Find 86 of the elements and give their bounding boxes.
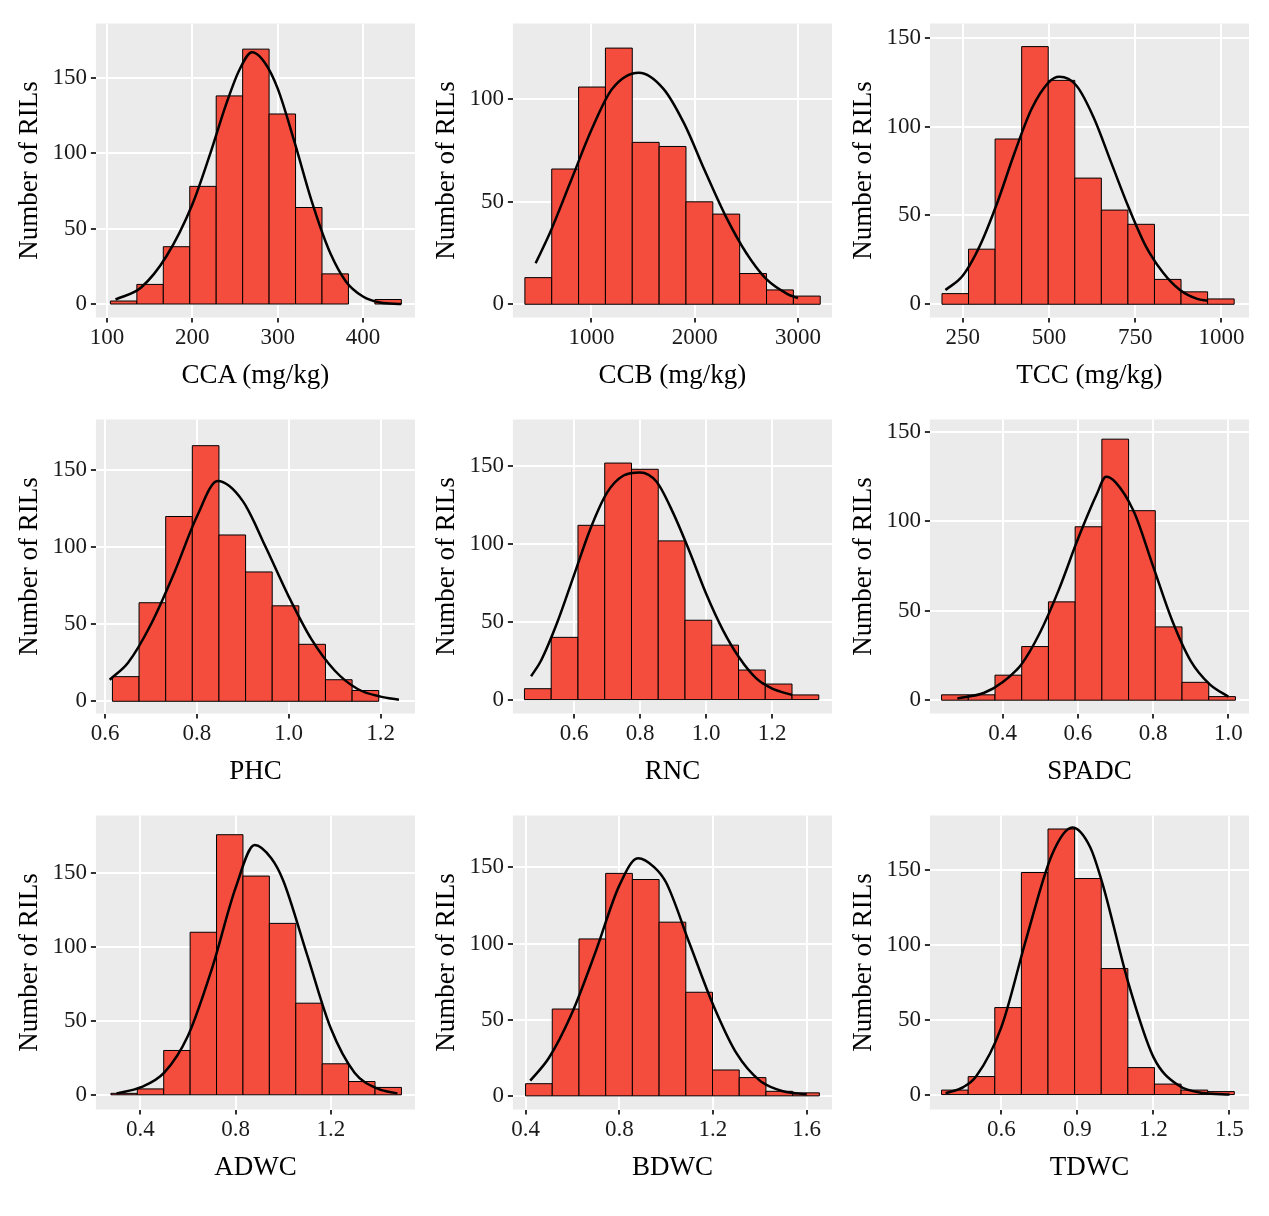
x-tick-label: 500 bbox=[1031, 324, 1067, 350]
y-tick-label: 0 bbox=[75, 290, 87, 316]
x-tick-label: 1.2 bbox=[316, 1116, 346, 1142]
x-axis-title: TCC (mg/kg) bbox=[1016, 358, 1163, 389]
x-tick-label: 1.2 bbox=[757, 720, 787, 746]
x-axis-title: BDWC bbox=[631, 1150, 713, 1181]
y-tick-label: 0 bbox=[492, 1081, 504, 1107]
x-axis-title: PHC bbox=[229, 754, 282, 785]
y-tick-label: 50 bbox=[63, 610, 87, 636]
x-tick-label: 0.8 bbox=[182, 720, 212, 746]
x-tick-label: 0.6 bbox=[987, 1116, 1016, 1142]
y-axis-title: Number of RILs bbox=[847, 477, 878, 656]
x-tick-label: 250 bbox=[945, 324, 980, 350]
y-tick-label: 100 bbox=[886, 112, 921, 138]
x-tick-label: 0.8 bbox=[625, 720, 655, 746]
y-axis-title: Number of RILs bbox=[430, 81, 461, 260]
x-axis-title: ADWC bbox=[214, 1150, 297, 1181]
x-tick-label: 2000 bbox=[671, 324, 718, 350]
x-tick-label: 0.4 bbox=[988, 720, 1018, 746]
x-tick-label: 0.4 bbox=[126, 1116, 156, 1142]
x-tick-label: 0.4 bbox=[511, 1116, 541, 1142]
x-tick-label: 200 bbox=[175, 324, 210, 350]
y-tick-label: 150 bbox=[52, 456, 87, 482]
x-tick-label: 0.6 bbox=[1063, 720, 1093, 746]
y-tick-label: 0 bbox=[492, 685, 504, 711]
y-tick-label: 100 bbox=[52, 139, 87, 165]
y-tick-label: 50 bbox=[897, 596, 921, 622]
y-tick-label: 50 bbox=[480, 607, 504, 633]
x-axis-title: TDWC bbox=[1049, 1150, 1130, 1181]
x-tick-label: 3000 bbox=[774, 324, 821, 350]
y-tick-label: 100 bbox=[469, 530, 504, 556]
x-tick-label: 1.2 bbox=[1139, 1116, 1168, 1142]
y-tick-label: 50 bbox=[897, 1005, 921, 1031]
y-tick-label: 0 bbox=[909, 290, 921, 316]
y-tick-label: 50 bbox=[63, 214, 87, 240]
x-tick-label: 0.9 bbox=[1063, 1116, 1092, 1142]
x-tick-label: 1.6 bbox=[792, 1116, 822, 1142]
y-tick-label: 50 bbox=[897, 201, 921, 227]
y-axis-title: Number of RILs bbox=[847, 81, 878, 260]
y-tick-label: 150 bbox=[469, 853, 504, 879]
x-tick-label: 1.0 bbox=[691, 720, 721, 746]
y-axis-title: Number of RILs bbox=[430, 477, 461, 656]
x-tick-label: 1000 bbox=[568, 324, 615, 350]
y-tick-label: 100 bbox=[886, 930, 921, 956]
y-tick-label: 150 bbox=[886, 418, 921, 444]
y-tick-label: 100 bbox=[469, 929, 504, 955]
y-tick-label: 0 bbox=[909, 1080, 921, 1106]
y-axis-title: Number of RILs bbox=[847, 873, 878, 1052]
x-tick-label: 1.2 bbox=[366, 720, 395, 746]
y-tick-label: 150 bbox=[52, 859, 87, 885]
y-tick-label: 150 bbox=[886, 23, 921, 49]
x-axis-title: CCB (mg/kg) bbox=[598, 358, 747, 389]
x-tick-label: 1.5 bbox=[1215, 1116, 1244, 1142]
y-tick-label: 100 bbox=[469, 85, 504, 111]
y-tick-label: 0 bbox=[75, 1080, 87, 1106]
y-tick-label: 50 bbox=[63, 1006, 87, 1032]
x-tick-label: 1.0 bbox=[274, 720, 304, 746]
y-tick-label: 50 bbox=[480, 1005, 504, 1031]
y-tick-label: 50 bbox=[480, 187, 504, 213]
x-tick-label: 1000 bbox=[1198, 324, 1245, 350]
x-tick-label: 0.6 bbox=[559, 720, 589, 746]
x-axis-title: RNC bbox=[644, 754, 701, 785]
y-axis-title: Number of RILs bbox=[13, 477, 44, 656]
y-tick-label: 100 bbox=[886, 507, 921, 533]
x-tick-label: 0.8 bbox=[604, 1116, 634, 1142]
x-axis-title: CCA (mg/kg) bbox=[181, 358, 330, 389]
y-axis-title: Number of RILs bbox=[13, 873, 44, 1052]
x-tick-label: 750 bbox=[1117, 324, 1153, 350]
x-axis-title: SPADC bbox=[1047, 754, 1132, 785]
y-tick-label: 100 bbox=[52, 933, 87, 959]
y-tick-label: 0 bbox=[75, 687, 87, 713]
x-tick-label: 300 bbox=[260, 324, 295, 350]
y-tick-label: 0 bbox=[909, 686, 921, 712]
y-tick-label: 100 bbox=[52, 533, 87, 559]
x-tick-label: 0.6 bbox=[90, 720, 120, 746]
y-tick-label: 0 bbox=[492, 290, 504, 316]
x-tick-label: 1.2 bbox=[698, 1116, 728, 1142]
x-tick-label: 400 bbox=[345, 324, 381, 350]
x-tick-label: 1.0 bbox=[1213, 720, 1243, 746]
y-axis-title: Number of RILs bbox=[13, 81, 44, 260]
y-tick-label: 150 bbox=[469, 452, 504, 478]
y-tick-label: 150 bbox=[886, 855, 921, 881]
y-tick-label: 150 bbox=[52, 63, 87, 89]
x-tick-label: 0.8 bbox=[221, 1116, 250, 1142]
y-axis-title: Number of RILs bbox=[430, 873, 461, 1052]
x-tick-label: 0.8 bbox=[1138, 720, 1168, 746]
